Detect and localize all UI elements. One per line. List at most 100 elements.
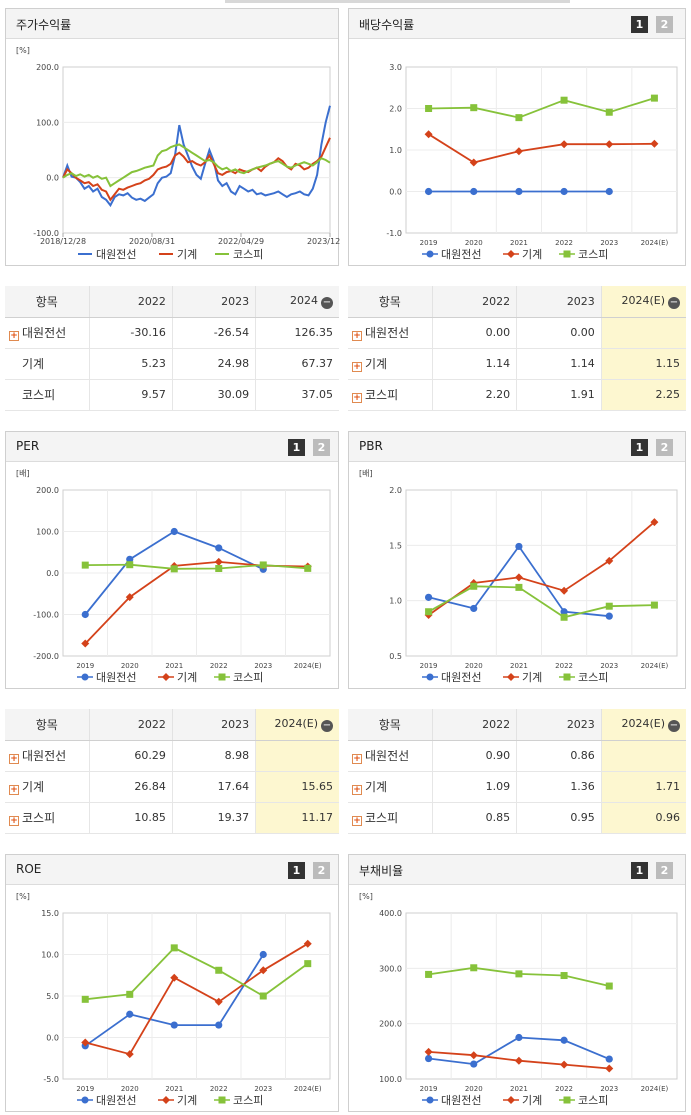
table-cell: 5.23 [88,348,173,380]
chart-2-button[interactable]: 2 [656,16,673,33]
row-label-cell: + 기계 [348,771,432,803]
data-point [81,561,89,569]
row-label-cell: + 대원전선 [5,317,89,349]
expand-plus-icon[interactable]: + [9,754,19,764]
x-tick-label: 2019 [420,1085,438,1093]
y-tick-label: 2.0 [389,486,402,495]
expand-plus-icon[interactable]: + [352,785,362,795]
x-tick-label: 2024(E) [641,239,669,247]
table-cell: 67.37 [255,348,339,380]
data-point [515,1033,523,1042]
chart-2-button[interactable]: 2 [656,862,673,879]
table-header-cell: 2024(E) − [600,286,686,318]
expand-plus-icon[interactable]: + [352,331,362,341]
table-header-cell: 2023 [171,286,256,318]
row-label-cell: 기계 [5,348,89,380]
y-tick-label: 5.0 [46,992,59,1001]
x-tick-label: 2023 [600,239,618,247]
table-cell: 24.98 [171,348,256,380]
data-point [560,187,568,196]
table-cell: 0.90 [431,740,517,772]
y-tick-label: 1.0 [389,146,402,155]
y-tick-label: 0.0 [46,569,59,578]
table-cell [255,740,339,772]
data-point [515,114,523,122]
collapse-icon[interactable]: − [321,296,333,309]
data-point [470,104,478,112]
row-label: 기계 [22,357,45,371]
data-point [514,573,523,582]
series-line-기계 [428,521,655,616]
data-point [215,966,223,974]
data-point [425,608,433,616]
legend-marker [563,673,571,681]
data-point [605,108,613,116]
data-point [214,557,223,566]
table-header-cell: 2023 [516,709,602,741]
expand-plus-icon[interactable]: + [9,816,19,826]
data-point [560,613,568,621]
chart-1-button[interactable]: 1 [288,862,305,879]
header-label: 2023 [566,717,595,731]
data-point [560,1036,568,1044]
table-cell: 10.85 [88,802,173,834]
series-line-기계 [62,137,331,202]
data-point [170,1021,178,1029]
header-label: 2024(E) [274,716,318,730]
row-label-cell: + 기계 [5,771,89,803]
x-tick-label: 2019 [420,239,438,247]
expand-plus-icon[interactable]: + [9,785,19,795]
row-label: 코스피 [22,388,56,402]
expand-plus-icon[interactable]: + [352,754,362,764]
table-header-cell: 2022 [431,709,517,741]
x-tick-label: 2021 [510,1085,528,1093]
data-point [514,147,523,156]
per-chart-panel: PER 1 2 [배] 200.0 100.0 0.0 -100.0 -200.0 2019… [5,431,339,689]
header-label: 2024(E) [621,293,665,307]
chart-2-button[interactable]: 2 [313,439,330,456]
chart-1-button[interactable]: 1 [631,439,648,456]
data-point [126,990,134,998]
chart-2-button[interactable]: 2 [656,439,673,456]
x-tick-label: 2019 [76,662,94,670]
y-tick-label: 0.5 [389,652,402,661]
table-cell: 9.57 [88,379,173,411]
row-label: 대원전선 [22,326,67,340]
collapse-icon[interactable]: − [668,719,680,732]
chart-2-button[interactable]: 2 [313,862,330,879]
series-line-대원전선 [62,105,331,208]
data-point [560,96,568,104]
data-point [650,518,659,527]
chart-1-button[interactable]: 1 [631,16,648,33]
collapse-icon[interactable]: − [668,296,680,309]
header-label: 항목 [378,294,401,309]
table-header-cell: 2022 [88,709,173,741]
legend-marker [162,673,170,681]
table-cell: 1.14 [516,348,602,380]
header-label: 2023 [221,294,250,308]
chart-1-button[interactable]: 1 [631,862,648,879]
panel-title: PBR [359,439,383,453]
legend-label: 기계 [522,248,542,261]
panel-title: 부채비율 [359,864,404,878]
collapse-icon[interactable]: − [321,719,333,732]
dividend-chart-panel: 배당수익률 1 2 3.0 2.0 1.0 0.0 -1.0 2019 2020 2021 20… [348,8,686,266]
data-point [126,1010,134,1018]
expand-plus-icon[interactable]: + [352,362,362,372]
expand-plus-icon[interactable]: + [352,393,362,403]
header-label: 2023 [221,717,250,731]
row-label: 대원전선 [365,326,410,340]
expand-plus-icon[interactable]: + [9,331,19,341]
chart-1-button[interactable]: 1 [288,439,305,456]
expand-plus-icon[interactable]: + [352,816,362,826]
table-cell: 0.96 [600,802,686,834]
data-point [560,608,568,616]
data-point [424,130,433,139]
table-header-cell: 2022 [88,286,173,318]
series-line-대원전선 [84,954,265,1047]
legend-marker [426,1096,434,1104]
data-point [214,997,223,1006]
legend-marker [507,250,515,258]
legend-label: 대원전선 [441,1094,481,1107]
table-cell: 1.36 [516,771,602,803]
